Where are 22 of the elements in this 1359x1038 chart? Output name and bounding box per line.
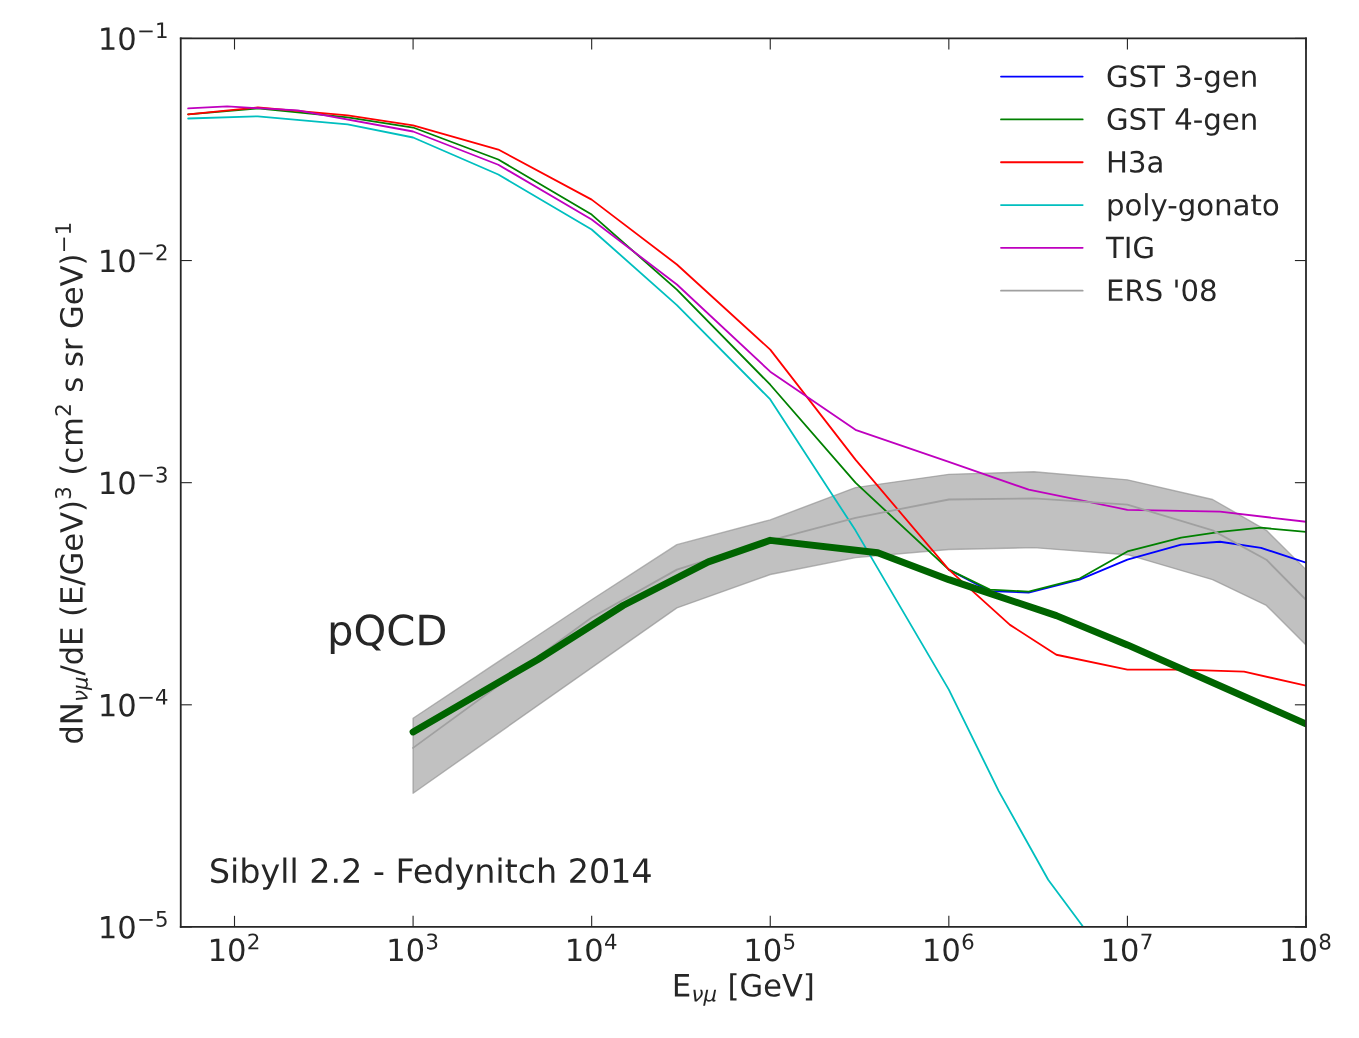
x-tick-label: 10$^{5}$: [746, 933, 795, 962]
legend-label: TIG: [1105, 236, 1153, 259]
x-tick-label: 10$^{7}$: [1103, 933, 1152, 962]
y-axis-title: dN$_{νμ}$/dE (E/GeV)$^{3}$ (cm$^{2}$ s sr GeV)$^{−1}$: [55, 223, 93, 743]
legend-label: GST 4-gen: [1107, 107, 1256, 136]
y-tick-label: 10$^{−1}$: [101, 22, 167, 51]
y-tick-label: 10$^{−4}$: [101, 688, 168, 717]
legend-label: H3a: [1108, 150, 1162, 173]
y-tick-label: 10$^{−5}$: [101, 911, 167, 939]
x-axis-title: E$_{νμ}$ [GeV]: [674, 973, 813, 1006]
annotation: Sibyll 2.2 - Fedynitch 2014: [211, 857, 651, 890]
annotation: pQCD: [330, 614, 445, 654]
x-tick-label: 10$^{8}$: [1282, 933, 1331, 962]
y-tick-label: 10$^{−2}$: [101, 244, 167, 273]
x-tick-label: 10$^{3}$: [389, 933, 438, 962]
x-tick-label: 10$^{6}$: [925, 933, 974, 962]
y-tick-label: 10$^{−3}$: [101, 466, 167, 495]
x-tick-label: 10$^{4}$: [568, 933, 617, 962]
x-tick-label: 10$^{2}$: [210, 933, 259, 962]
legend-label: ERS '08: [1108, 279, 1216, 302]
legend-label: GST 3-gen: [1107, 65, 1256, 93]
legend-label: poly-gonato: [1108, 193, 1279, 222]
